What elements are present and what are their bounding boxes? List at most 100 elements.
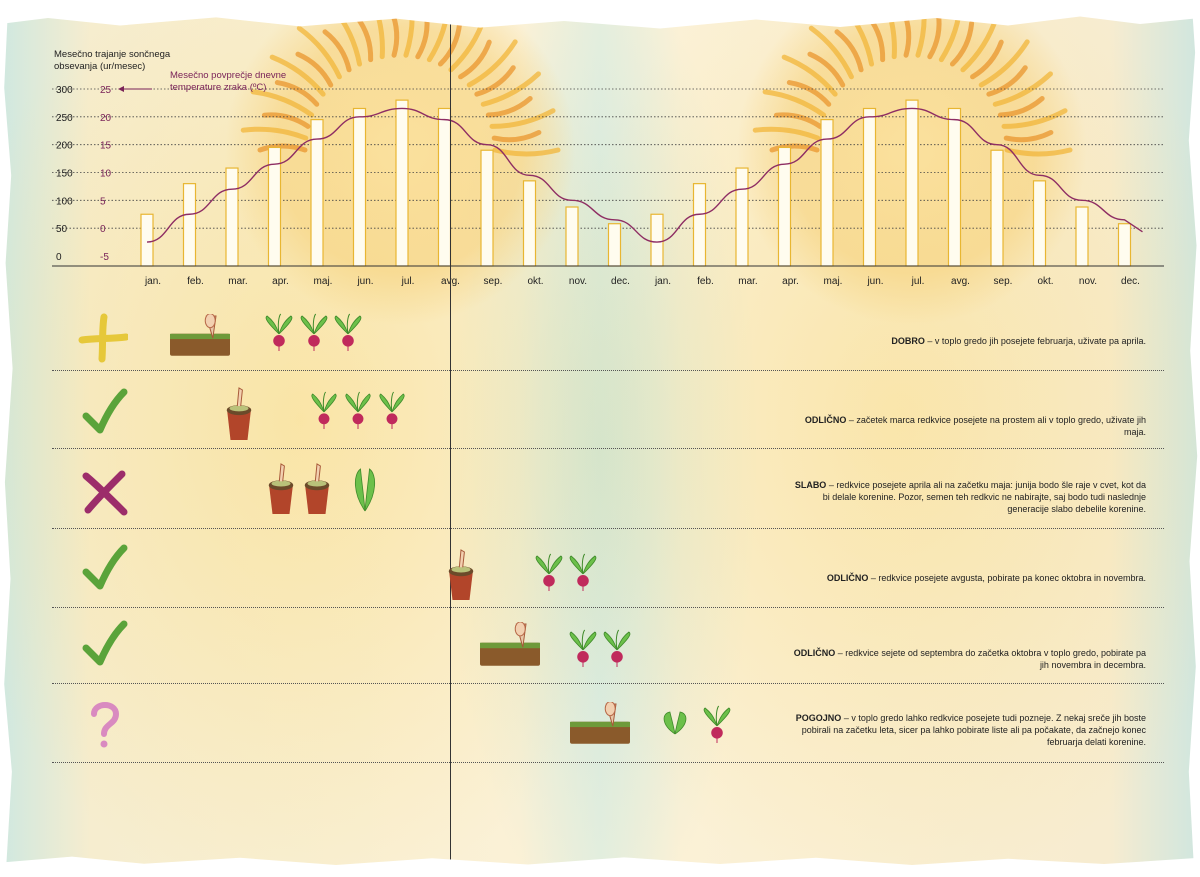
y-tick-label: 50 bbox=[56, 224, 68, 235]
sun-ray bbox=[485, 95, 533, 118]
radish-leaves-icon bbox=[658, 708, 692, 741]
row-separator bbox=[52, 683, 1164, 684]
y2-axis-title: Mesečno povprečje dnevne temperature zra… bbox=[170, 70, 287, 93]
y-tick-label: 300 bbox=[56, 85, 73, 96]
y2-tick-label: 15 bbox=[100, 141, 112, 152]
row-separator bbox=[52, 607, 1164, 608]
y2-tick-label: -5 bbox=[100, 252, 109, 263]
sun-ray bbox=[752, 126, 821, 141]
flower-pot-icon bbox=[444, 546, 478, 607]
radish-icon bbox=[297, 312, 331, 357]
month-label: okt. bbox=[527, 276, 543, 287]
sun-ray bbox=[296, 25, 342, 80]
month-label: jan. bbox=[144, 276, 161, 287]
cross-icon bbox=[82, 470, 128, 516]
sun-ray bbox=[762, 89, 827, 118]
month-label: mar. bbox=[738, 276, 757, 287]
month-label: jan. bbox=[654, 276, 671, 287]
month-label: dec. bbox=[1121, 276, 1140, 287]
check-icon bbox=[82, 388, 128, 434]
month-label: okt. bbox=[1037, 276, 1053, 287]
flower-pot-icon bbox=[222, 384, 256, 447]
radish-icon bbox=[262, 312, 296, 357]
check-icon bbox=[82, 544, 128, 590]
sun-ray bbox=[769, 143, 820, 153]
radish-icon bbox=[566, 552, 600, 597]
sun-ray bbox=[970, 39, 1004, 80]
sun-ray bbox=[403, 0, 415, 58]
y-tick-label: 0 bbox=[56, 252, 62, 263]
month-label: nov. bbox=[1079, 276, 1097, 287]
y2-tick-label: 10 bbox=[100, 169, 112, 180]
row-description: DOBRO – v toplo gredo jih posejete febru… bbox=[786, 335, 1146, 347]
sun-ray bbox=[269, 54, 326, 97]
y2-arrow-icon bbox=[118, 86, 152, 92]
month-label: nov. bbox=[569, 276, 587, 287]
y2-tick-label: 25 bbox=[100, 85, 112, 96]
month-label: jul. bbox=[401, 276, 415, 287]
sun-ray bbox=[274, 80, 320, 107]
y-tick-label: 150 bbox=[56, 169, 73, 180]
y2-tick-label: 5 bbox=[100, 196, 106, 207]
row-separator bbox=[52, 370, 1164, 371]
radish-icon bbox=[376, 390, 408, 435]
sun-ray bbox=[786, 80, 832, 107]
month-label: apr. bbox=[782, 276, 799, 287]
row-label: SLABO bbox=[794, 480, 827, 490]
sowing-tray-icon bbox=[168, 313, 232, 363]
month-label: jul. bbox=[911, 276, 925, 287]
temperature-line bbox=[146, 107, 1143, 243]
sun-ray bbox=[474, 65, 516, 97]
radish-leaves-icon bbox=[350, 465, 380, 518]
sun-ray bbox=[949, 20, 975, 67]
sun-ray bbox=[322, 29, 352, 73]
row-label: ODLIČNO bbox=[804, 415, 847, 425]
sun-ray bbox=[915, 0, 927, 58]
sun-ray bbox=[437, 20, 463, 67]
radish-icon bbox=[600, 628, 634, 673]
y-tick-label: 200 bbox=[56, 141, 73, 152]
row-label: POGOJNO bbox=[795, 713, 842, 723]
row-separator bbox=[52, 528, 1164, 529]
row-description: ODLIČNO – redkvice posejete avgusta, pob… bbox=[786, 572, 1146, 584]
sun-ray bbox=[480, 71, 541, 107]
y-axis-title: Mesečno trajanje sončnega obsevanja (ur/… bbox=[54, 49, 171, 72]
sun-ray bbox=[250, 89, 315, 118]
sun-ray bbox=[997, 95, 1045, 118]
row-text: – redkvice posejete aprila ali na začetk… bbox=[822, 480, 1146, 514]
month-label: jun. bbox=[356, 276, 373, 287]
y-tick-label: 100 bbox=[56, 196, 73, 207]
radish-icon bbox=[308, 390, 340, 435]
radish-icon bbox=[566, 628, 600, 673]
sunshine-bars bbox=[140, 99, 1132, 267]
sowing-tray-icon bbox=[478, 621, 542, 673]
month-label: maj. bbox=[314, 276, 333, 287]
month-label: dec. bbox=[611, 276, 630, 287]
flower-pot-icon bbox=[300, 460, 334, 521]
radish-icon bbox=[532, 552, 566, 597]
sun-ray bbox=[992, 71, 1053, 107]
row-description: ODLIČNO – redkvice sejete od septembra d… bbox=[786, 647, 1146, 671]
check-icon bbox=[82, 620, 128, 666]
row-text: – v toplo gredo lahko redkvice posejete … bbox=[801, 713, 1146, 747]
page-fold-divider bbox=[450, 0, 451, 877]
y2-axis-ticks: 25 20 15 10 5 0 -5 bbox=[100, 85, 112, 263]
sun-ray bbox=[986, 65, 1028, 97]
sun-ray bbox=[807, 51, 846, 88]
month-label: feb. bbox=[697, 276, 714, 287]
row-label: DOBRO bbox=[891, 336, 925, 346]
row-label: ODLIČNO bbox=[826, 573, 869, 583]
row-separator bbox=[52, 448, 1164, 449]
sun-ray bbox=[808, 25, 854, 80]
sun-ray bbox=[489, 108, 556, 129]
sun-ray bbox=[781, 54, 838, 97]
y2-tick-label: 0 bbox=[100, 224, 106, 235]
sun-ray bbox=[257, 143, 308, 153]
radish-icon bbox=[700, 704, 734, 749]
row-label: ODLIČNO bbox=[793, 648, 836, 658]
row-text: – v toplo gredo jih posejete februarja, … bbox=[924, 336, 1146, 346]
sun-ray bbox=[1004, 147, 1073, 157]
row-description: POGOJNO – v toplo gredo lahko redkvice p… bbox=[786, 712, 1146, 748]
